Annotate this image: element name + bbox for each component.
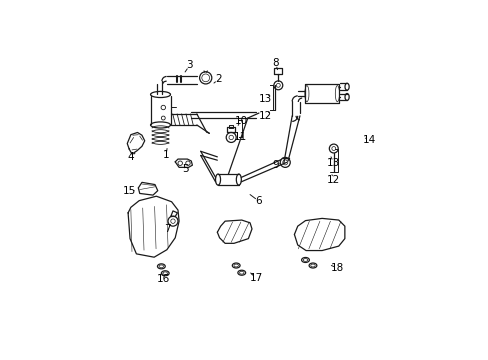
Text: 12: 12 xyxy=(326,175,340,185)
Text: 14: 14 xyxy=(362,135,375,145)
Text: 8: 8 xyxy=(272,58,278,68)
Text: 10: 10 xyxy=(234,116,247,126)
Text: 3: 3 xyxy=(186,60,193,70)
Text: 12: 12 xyxy=(259,111,272,121)
Text: 13: 13 xyxy=(259,94,272,104)
Text: 9: 9 xyxy=(272,160,278,170)
Text: 7: 7 xyxy=(164,224,170,234)
Text: 17: 17 xyxy=(249,273,262,283)
Text: 15: 15 xyxy=(122,186,136,196)
Text: 4: 4 xyxy=(127,152,134,162)
Text: 5: 5 xyxy=(182,164,188,174)
Text: 2: 2 xyxy=(215,74,222,84)
Text: 18: 18 xyxy=(331,263,344,273)
Text: 1: 1 xyxy=(163,150,169,161)
Text: 11: 11 xyxy=(234,132,247,143)
Text: 16: 16 xyxy=(156,274,169,284)
Text: 13: 13 xyxy=(326,158,340,168)
Text: 6: 6 xyxy=(255,196,262,206)
